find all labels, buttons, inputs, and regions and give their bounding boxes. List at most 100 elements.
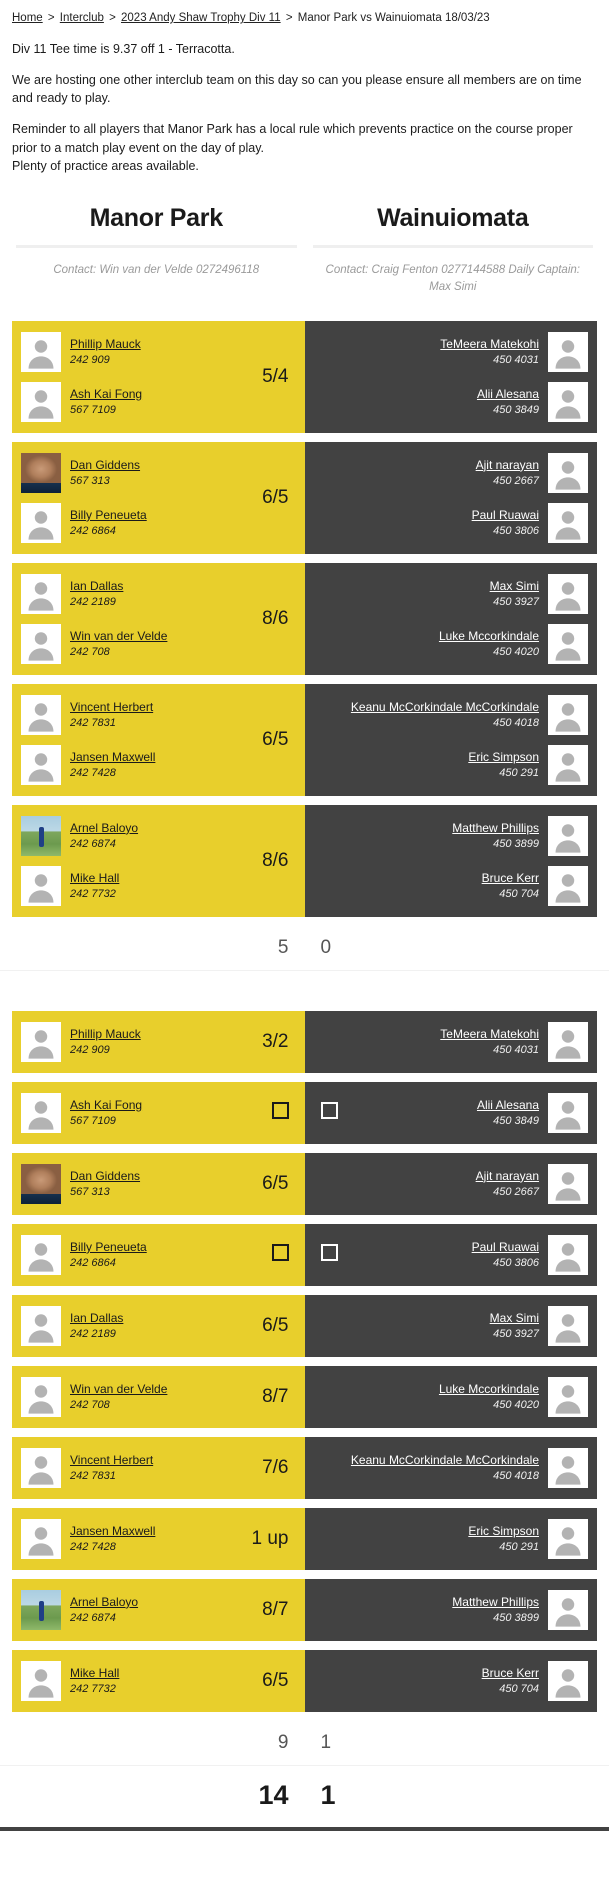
player-avatar-placeholder (548, 1377, 588, 1418)
player-id: 242 708 (70, 1399, 110, 1412)
player-name-link[interactable]: Ajit narayan (475, 1168, 539, 1183)
player-id: 242 7831 (70, 1470, 116, 1483)
player-avatar-placeholder (548, 1093, 588, 1134)
player-name-link[interactable]: Billy Peneueta (70, 507, 147, 522)
player-id: 242 7428 (70, 1541, 116, 1554)
doubles-total-home-cell: 5 (12, 937, 305, 959)
singles-match-row: Mike Hall 242 7732 6/5 Bruce Kerr 450 704 (12, 1650, 597, 1713)
player-details: Paul Ruawai 450 3806 (472, 1239, 539, 1272)
player-id: 242 7732 (70, 888, 116, 901)
player-name-link[interactable]: Ian Dallas (70, 578, 124, 593)
player-entry: Jansen Maxwell 242 7428 (12, 1514, 236, 1564)
notice-hosting: We are hosting one other interclub team … (12, 73, 582, 106)
player-name-link[interactable]: Phillip Mauck (70, 1026, 141, 1041)
player-name-link[interactable]: TeMeera Matekohi (440, 1026, 539, 1041)
breadcrumb-item-2[interactable]: 2023 Andy Shaw Trophy Div 11 (121, 12, 281, 24)
player-name-link[interactable]: Ash Kai Fong (70, 1097, 143, 1112)
player-name-link[interactable]: Matthew Phillips (452, 820, 539, 835)
player-name-link[interactable]: Win van der Velde (70, 628, 168, 643)
player-name-link[interactable]: Vincent Herbert (70, 699, 154, 714)
singles-total-home: 9 (277, 1732, 289, 1754)
player-id: 242 2189 (70, 1328, 116, 1341)
player-name-link[interactable]: Billy Peneueta (70, 1239, 147, 1254)
away-halved-checkbox[interactable] (320, 1101, 338, 1119)
away-team-contact: Contact: Craig Fenton 0277144588 Daily C… (325, 263, 580, 293)
singles-total-home-cell: 9 (12, 1732, 305, 1754)
home-score-cell: 7/6 (262, 1457, 289, 1479)
player-name-link[interactable]: Mike Hall (70, 870, 120, 885)
player-name-link[interactable]: Luke Mccorkindale (438, 628, 539, 643)
player-details: Bruce Kerr 450 704 (482, 870, 539, 903)
away-halved-checkbox[interactable] (320, 1243, 338, 1261)
player-name-link[interactable]: Bruce Kerr (481, 1665, 539, 1680)
player-details: Jansen Maxwell 242 7428 (70, 749, 155, 782)
player-name-link[interactable]: Mike Hall (70, 1665, 120, 1680)
player-name-link[interactable]: Ian Dallas (70, 1310, 124, 1325)
player-name-link[interactable]: Jansen Maxwell (70, 749, 156, 764)
breadcrumb-item-1[interactable]: Interclub (59, 12, 104, 24)
player-avatar-placeholder (548, 574, 588, 615)
singles-match-row: Ian Dallas 242 2189 6/5 Max Simi 450 3927 (12, 1295, 597, 1358)
player-name-link[interactable]: Matthew Phillips (452, 1594, 539, 1609)
player-name-link[interactable]: Max Simi (489, 578, 539, 593)
player-name-link[interactable]: Arnel Baloyo (70, 820, 139, 835)
player-name-link[interactable]: Dan Giddens (70, 457, 141, 472)
player-name-link[interactable]: Vincent Herbert (70, 1452, 154, 1467)
player-name-link[interactable]: TeMeera Matekohi (440, 336, 539, 351)
player-details: Billy Peneueta 242 6864 (70, 507, 147, 540)
player-id: 450 3806 (493, 1257, 539, 1270)
player-name-link[interactable]: Max Simi (489, 1310, 539, 1325)
away-side: Matthew Phillips 450 3899 Bruce Kerr 450 70… (304, 805, 597, 918)
home-halved-checkbox[interactable] (271, 1243, 289, 1261)
player-name-link[interactable]: Luke Mccorkindale (438, 1381, 539, 1396)
player-name-link[interactable]: Dan Giddens (70, 1168, 141, 1183)
home-side: Vincent Herbert 242 7831 7/6 (12, 1437, 305, 1500)
player-entry: Keanu McCorkindale McCorkindale 450 4018 (337, 690, 598, 740)
player-name-link[interactable]: Keanu McCorkindale McCorkindale (350, 1452, 539, 1467)
player-name-link[interactable]: Alii Alesana (476, 386, 539, 401)
player-details: Phillip Mauck 242 909 (70, 1026, 141, 1059)
away-side: Alii Alesana 450 3849 (304, 1082, 597, 1145)
breadcrumb-item-0[interactable]: Home (12, 12, 43, 24)
player-name-link[interactable]: Bruce Kerr (481, 870, 539, 885)
home-side: Ash Kai Fong 567 7109 (12, 1082, 305, 1145)
player-details: Phillip Mauck 242 909 (70, 336, 141, 369)
player-name-link[interactable]: Paul Ruawai (471, 1239, 539, 1254)
player-name-link[interactable]: Eric Simpson (468, 749, 539, 764)
player-name-link[interactable]: Paul Ruawai (471, 507, 539, 522)
player-name-link[interactable]: Jansen Maxwell (70, 1523, 156, 1538)
player-details: Dan Giddens 567 313 (70, 457, 140, 490)
home-score-cell: 1 up (251, 1528, 289, 1550)
home-team-contact: Contact: Win van der Velde 0272496118 (53, 263, 260, 276)
player-details: Vincent Herbert 242 7831 (70, 1452, 153, 1485)
player-avatar-placeholder (548, 1661, 588, 1702)
player-name-link[interactable]: Keanu McCorkindale McCorkindale (350, 699, 539, 714)
player-name-link[interactable]: Arnel Baloyo (70, 1594, 139, 1609)
player-name-link[interactable]: Eric Simpson (468, 1523, 539, 1538)
player-name-link[interactable]: Ajit narayan (475, 457, 539, 472)
home-score-cell: 3/2 (262, 1031, 289, 1053)
player-name-link[interactable]: Win van der Velde (70, 1381, 168, 1396)
away-side: Max Simi 450 3927 Luke Mccorkindale 450 402… (304, 563, 597, 676)
player-name-link[interactable]: Alii Alesana (476, 1097, 539, 1112)
player-details: Ash Kai Fong 567 7109 (70, 386, 142, 419)
home-score-cell: 6/5 (262, 487, 289, 509)
doubles-totals-row: 5 0 (0, 926, 609, 972)
player-id: 242 708 (70, 646, 110, 659)
player-avatar-photo (21, 453, 61, 494)
grand-total-away-cell: 1 (305, 1780, 598, 1811)
player-name-link[interactable]: Ash Kai Fong (70, 386, 143, 401)
player-entry: Arnel Baloyo 242 6874 (12, 811, 246, 861)
doubles-match-row: Arnel Baloyo 242 6874 Mike Hall 242 7732 8/6… (12, 805, 597, 918)
player-id: 450 291 (499, 767, 539, 780)
home-players: Vincent Herbert 242 7831 Jansen Maxwell 242… (12, 690, 246, 790)
notice-practice-areas: Plenty of practice areas available. (12, 158, 199, 173)
player-avatar-placeholder (21, 1519, 61, 1560)
singles-match-row: Ash Kai Fong 567 7109 Alii Alesana 450 3849 (12, 1082, 597, 1145)
home-halved-checkbox[interactable] (271, 1101, 289, 1119)
player-entry: TeMeera Matekohi 450 4031 (337, 327, 598, 377)
singles-match-row: Vincent Herbert 242 7831 7/6 Keanu McCorkin… (12, 1437, 597, 1500)
player-id: 567 7109 (70, 1115, 116, 1128)
breadcrumb-separator: > (105, 12, 120, 24)
player-name-link[interactable]: Phillip Mauck (70, 336, 141, 351)
